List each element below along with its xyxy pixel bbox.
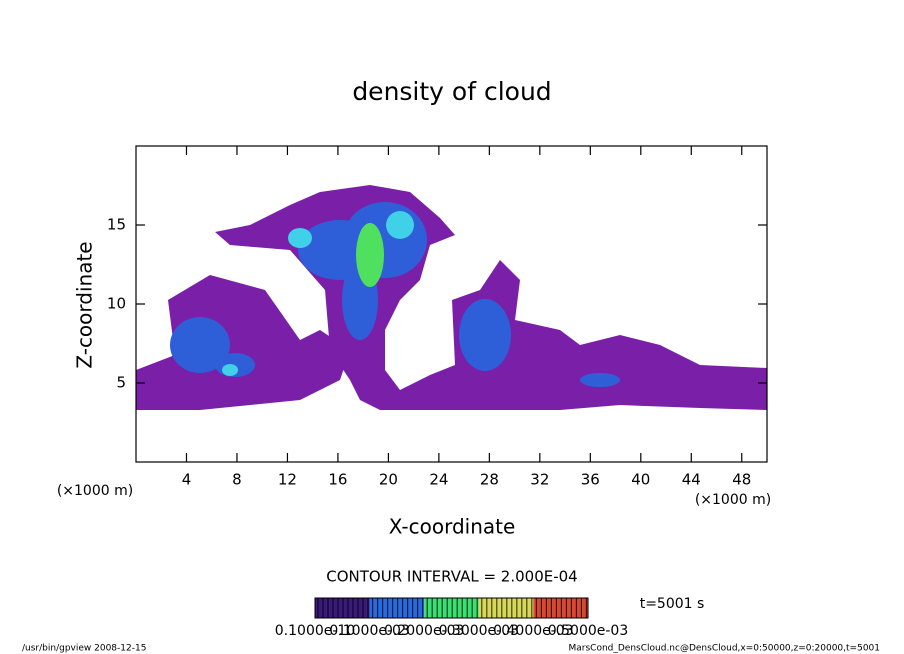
cloud-field — [136, 185, 767, 410]
x-tick-label: 16 — [328, 471, 347, 489]
x-tick-label: 32 — [530, 471, 549, 489]
footer-right: MarsCond_DensCloud.nc@DensCloud,x=0:5000… — [569, 644, 881, 654]
y-tick-label: 10 — [107, 295, 126, 313]
cloud-core — [288, 228, 312, 248]
colorbar-label: 0.4000e-03 — [493, 623, 573, 639]
colorbar-segment — [424, 598, 479, 618]
time-label: t=5001 s — [640, 596, 705, 612]
x-axis-label: X-coordinate — [389, 515, 516, 539]
x-tick-label: 44 — [682, 471, 701, 489]
x-tick-label: 12 — [278, 471, 297, 489]
x-tick-label: 40 — [631, 471, 650, 489]
cloud-core — [222, 364, 238, 376]
x-tick-label: 8 — [232, 471, 242, 489]
cloud-region — [136, 275, 350, 410]
x-tick-label: 48 — [732, 471, 751, 489]
x-unit: (×1000 m) — [695, 492, 771, 508]
colorbar-label: 0.2000e-03 — [384, 623, 464, 639]
colorbar-label: 0.3000e-03 — [439, 623, 519, 639]
colorbar-segment — [369, 598, 425, 618]
x-tick-label: 4 — [182, 471, 192, 489]
x-tick-label: 24 — [429, 471, 448, 489]
colorbar-label: 0.1000e-03 — [329, 623, 409, 639]
x-tick-label: 28 — [480, 471, 499, 489]
chart-title: density of cloud — [352, 77, 551, 106]
colorbar-segment — [315, 598, 370, 618]
colorbar-frame — [314, 597, 589, 619]
colorbar-label: 0.1000e-10 — [275, 623, 355, 639]
x-tick-label: 36 — [581, 471, 600, 489]
colorbar-segment — [478, 598, 534, 618]
contour-interval: CONTOUR INTERVAL = 2.000E-04 — [326, 568, 577, 586]
colorbar-label: 0.5000e-03 — [548, 623, 628, 639]
cloud-core — [580, 373, 620, 387]
cloud-core — [356, 223, 384, 287]
x-tick-label: 20 — [379, 471, 398, 489]
footer-left: /usr/bin/gpview 2008-12-15 — [22, 644, 146, 654]
cloud-core — [386, 211, 414, 239]
y-axis-label: Z-coordinate — [73, 241, 97, 368]
y-tick-label: 15 — [107, 216, 126, 234]
colorbar-segment — [533, 598, 588, 618]
cloud-core — [170, 317, 230, 373]
y-unit: (×1000 m) — [57, 483, 133, 499]
cloud-core — [459, 299, 511, 371]
y-tick-label: 5 — [116, 374, 126, 392]
